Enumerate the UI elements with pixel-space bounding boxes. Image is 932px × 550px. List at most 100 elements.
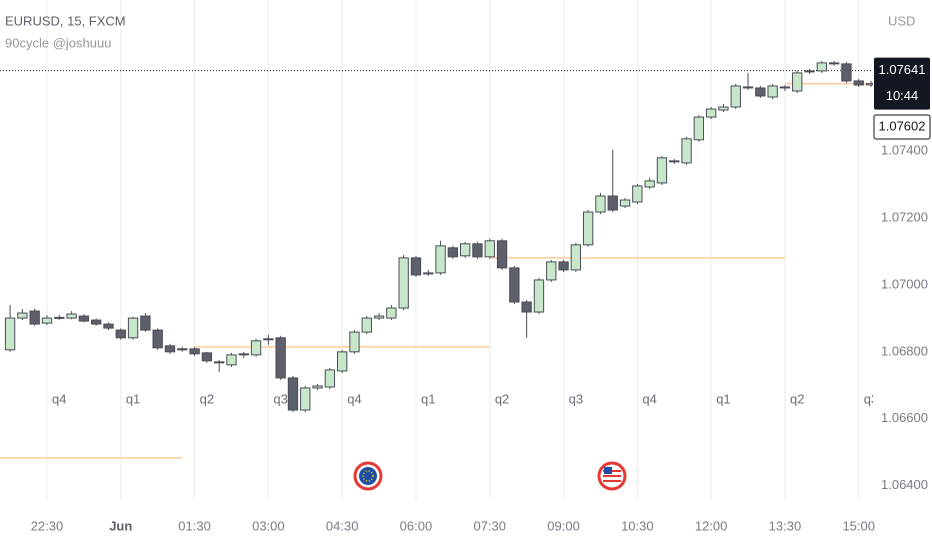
candle (853, 78, 864, 87)
cycle-label: q3 (864, 391, 878, 406)
candle (336, 349, 348, 373)
candle (201, 351, 213, 363)
candle (447, 245, 459, 259)
candle-body (681, 138, 692, 164)
candle (828, 60, 840, 66)
candle (730, 83, 741, 110)
candle-body (472, 243, 483, 258)
candle-body (755, 87, 766, 97)
candle-body (250, 340, 262, 356)
candle-body (189, 348, 200, 355)
candle-body (484, 240, 495, 258)
candle-body (349, 331, 360, 353)
candle-body (41, 317, 53, 324)
candle-body (226, 354, 237, 366)
candle-body (152, 329, 163, 349)
candle-body (582, 211, 594, 246)
candle (386, 305, 397, 321)
y-tick-label: 1.06800 (881, 343, 928, 358)
candle (41, 315, 53, 326)
candle (349, 330, 360, 354)
y-tick-label: 1.07200 (881, 209, 928, 224)
candle-body (78, 315, 90, 322)
candle (213, 359, 225, 372)
candle (324, 367, 336, 389)
candle (54, 315, 65, 321)
cycle-label: q4 (642, 391, 656, 406)
candle-body (386, 307, 397, 319)
cycle-label: q2 (790, 391, 804, 406)
y-tick-label: 1.06400 (881, 477, 928, 492)
countdown-label: 10:44 (886, 88, 919, 103)
candle-body (398, 257, 409, 309)
candle (656, 155, 668, 185)
candle (816, 60, 828, 73)
candle (570, 242, 582, 272)
candle (164, 343, 176, 354)
candle (705, 107, 717, 120)
candle-body (115, 329, 126, 339)
candle (238, 351, 249, 358)
candle (484, 238, 495, 259)
candle-body (828, 62, 840, 65)
last-price-badge: 1.07641 10:44 (874, 57, 930, 110)
candle (669, 158, 680, 164)
candle-body (742, 86, 754, 89)
candle (792, 70, 803, 93)
badge-box (873, 114, 931, 140)
candle (373, 313, 385, 321)
event-icon[interactable] (597, 461, 627, 491)
candle-body (201, 352, 213, 362)
level-price-badge: 1.07602 (873, 114, 931, 140)
candle (127, 316, 139, 340)
candle (140, 313, 151, 332)
candle (681, 136, 692, 165)
candle (66, 311, 77, 320)
candle-body (693, 116, 705, 141)
candle (152, 328, 163, 350)
candle (533, 277, 545, 315)
x-tick-label: 01:30 (178, 518, 211, 533)
cycle-label: q3 (273, 391, 287, 406)
candle-body (300, 387, 311, 411)
candle-body (669, 160, 680, 163)
candle (779, 84, 791, 91)
candle (742, 72, 754, 90)
candle (103, 322, 114, 331)
candle-body (17, 312, 28, 319)
candle-body (656, 157, 668, 184)
candle-body (91, 319, 102, 325)
cycle-label: q2 (495, 391, 509, 406)
x-tick-label: 04:30 (326, 518, 359, 533)
candle-body (287, 377, 299, 411)
candle (632, 183, 643, 205)
x-tick-label: 10:30 (621, 518, 654, 533)
candle-body (213, 361, 225, 364)
candle-body (275, 337, 286, 379)
candle (29, 308, 40, 326)
candle (435, 240, 446, 275)
indicator-name: 90cycle @joshuuu (5, 35, 111, 50)
candle (755, 85, 766, 98)
y-tick-label: 1.07400 (881, 143, 928, 158)
candle (410, 255, 422, 277)
candle (250, 338, 262, 357)
candle (521, 300, 532, 338)
x-tick-label: 06:00 (400, 518, 433, 533)
candle (177, 346, 188, 352)
candle-body (263, 338, 274, 341)
badge-box (874, 57, 930, 110)
x-tick-label: 22:30 (31, 518, 64, 533)
candle (509, 265, 520, 305)
event-icon[interactable] (353, 461, 383, 491)
candle-body (127, 317, 139, 339)
candle-body (312, 385, 323, 389)
candle-body (570, 244, 582, 271)
candle-body (324, 369, 336, 388)
candle-body (730, 85, 741, 108)
cycle-label: q3 (569, 391, 583, 406)
candle-body (435, 245, 446, 274)
candle-body (509, 267, 520, 303)
candle-body (804, 70, 815, 73)
candle (91, 318, 102, 326)
